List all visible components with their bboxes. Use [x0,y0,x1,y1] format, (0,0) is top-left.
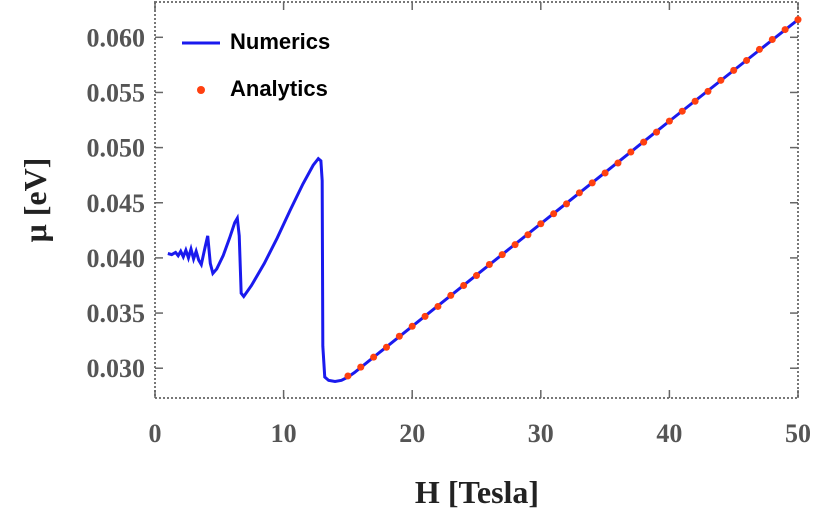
x-axis-title: H [Tesla] [415,474,539,510]
data-point [434,302,442,310]
x-tick-label: 0 [149,419,162,448]
x-tick-label: 50 [785,419,811,448]
data-point [704,87,712,95]
data-point [665,117,673,125]
data-point [588,179,596,187]
y-tick-label: 0.040 [87,244,146,273]
data-point [447,291,455,299]
data-point [550,210,558,218]
data-point [768,36,776,44]
data-point [575,189,583,197]
data-point [678,107,686,115]
data-point [717,76,725,84]
data-point [601,169,609,177]
data-point [421,312,429,320]
y-tick-label: 0.035 [87,299,146,328]
data-point [408,322,416,330]
data-point [473,272,480,280]
plot-frame [154,1,799,399]
y-tick-label: 0.045 [87,189,146,218]
data-point [460,281,468,289]
data-point [485,261,493,269]
x-tick-label: 20 [399,419,425,448]
x-tick-label: 10 [271,419,297,448]
data-point [524,231,532,239]
data-point [357,363,365,371]
legend-label: Numerics [230,29,330,54]
data-line [167,18,799,383]
y-tick-label: 0.030 [87,354,146,383]
data-point [395,332,403,340]
data-point [563,200,571,208]
data-point [640,138,648,146]
data-point [614,159,622,167]
data-point [511,241,519,249]
x-tick-label: 40 [656,419,682,448]
data-point [730,66,738,74]
y-tick-label: 0.055 [87,78,146,107]
x-tick-label: 30 [528,419,554,448]
data-point [627,148,635,156]
y-tick-label: 0.050 [87,134,146,163]
data-point [537,220,545,228]
data-point [691,97,699,105]
data-point [755,45,763,53]
data-point [743,56,751,64]
y-tick-label: 0.060 [87,23,146,52]
legend-marker [197,86,205,94]
data-point [653,128,661,136]
data-point [794,16,802,24]
legend-label: Analytics [230,76,328,101]
data-point [382,343,390,351]
y-axis-title: μ [eV] [17,158,53,243]
data-point [370,353,378,361]
data-point [498,251,506,259]
data-point [344,372,352,380]
data-point [781,26,789,34]
